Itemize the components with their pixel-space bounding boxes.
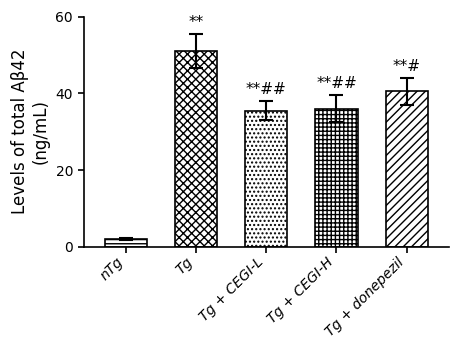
Text: **##: **## bbox=[315, 76, 356, 91]
Bar bbox=[104, 239, 146, 247]
Bar bbox=[315, 109, 357, 247]
Text: **##: **## bbox=[245, 82, 286, 97]
Text: **: ** bbox=[188, 15, 203, 30]
Bar bbox=[174, 51, 217, 247]
Bar bbox=[245, 111, 287, 247]
Text: **#: **# bbox=[392, 59, 420, 74]
Bar bbox=[385, 91, 427, 247]
Y-axis label: Levels of total Aβ42
(ng/mL): Levels of total Aβ42 (ng/mL) bbox=[11, 49, 50, 215]
